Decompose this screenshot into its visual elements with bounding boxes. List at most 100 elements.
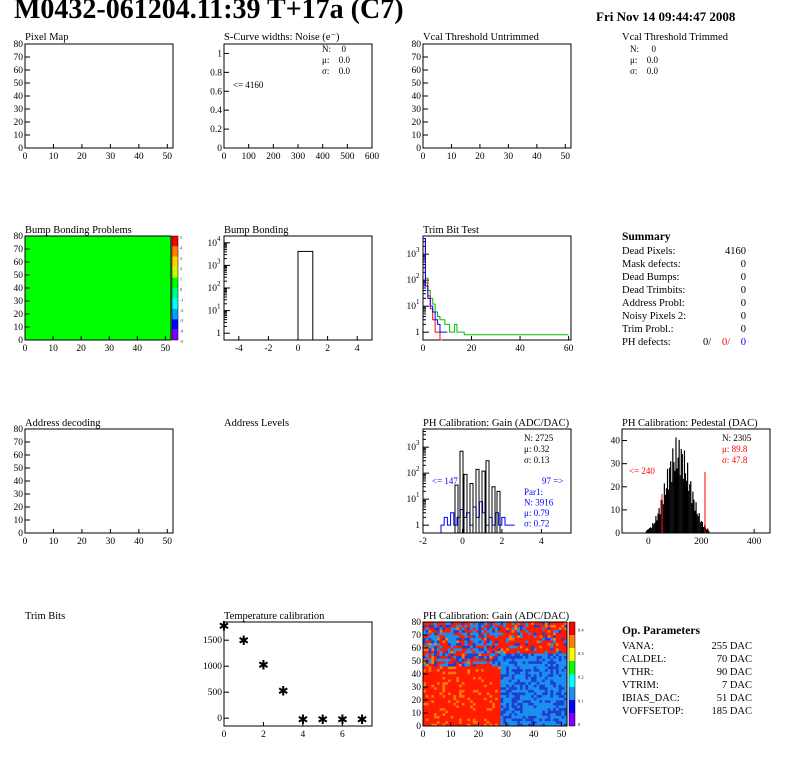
heatmap-cell: [467, 650, 471, 654]
heatmap-cell: [492, 629, 496, 633]
heatmap-cell: [481, 648, 485, 651]
heatmap-cell: [503, 679, 507, 683]
heatmap-cell: [533, 666, 537, 670]
heatmap-cell: [533, 653, 537, 657]
heatmap-cell: [428, 663, 432, 667]
heatmap-cell: [542, 635, 546, 638]
heatmap-cell: [553, 629, 557, 633]
heatmap-cell: [478, 624, 482, 628]
heatmap-cell: [508, 676, 512, 680]
heatmap-cell: [522, 676, 526, 680]
histogram-bar: [696, 513, 698, 533]
heatmap-cell: [481, 645, 485, 649]
heatmap-cell: [517, 650, 521, 654]
heatmap-cell: [428, 622, 432, 625]
heatmap-cell: [528, 679, 532, 683]
heatmap-cell: [564, 679, 568, 683]
heatmap-cell: [519, 624, 523, 628]
y-tick-label: 80: [14, 425, 24, 435]
panel-title: Vcal Threshold Trimmed: [622, 32, 729, 43]
heatmap-cell: [481, 684, 485, 688]
heatmap-cell: [511, 653, 515, 657]
heatmap-cell: [542, 658, 546, 662]
heatmap-cell: [483, 642, 487, 646]
heatmap-cell: [428, 668, 432, 672]
heatmap-cell: [425, 666, 429, 670]
x-tick-label: 20: [475, 152, 485, 162]
heatmap-cell: [533, 700, 537, 703]
heatmap-cell: [511, 676, 515, 680]
heatmap-cell: [439, 629, 443, 633]
heatmap-cell: [553, 679, 557, 683]
heatmap-cell: [442, 700, 446, 703]
heatmap-cell: [459, 713, 463, 716]
heatmap-cell: [506, 715, 510, 719]
heatmap-cell: [447, 648, 451, 651]
histogram-series-line: [440, 501, 515, 533]
heatmap-cell: [453, 637, 457, 641]
heatmap-cell: [497, 645, 501, 649]
heatmap-cell: [528, 622, 532, 625]
heatmap-cell: [439, 666, 443, 670]
heatmap-cell: [431, 666, 435, 670]
heatmap-cell: [536, 653, 540, 657]
x-tick-label: 4: [301, 730, 306, 740]
heatmap-cell: [472, 671, 476, 675]
heatmap-cell: [522, 713, 526, 716]
heatmap-cell: [461, 666, 465, 670]
summary-label: Dead Bumps:: [622, 272, 680, 283]
heatmap-cell: [475, 720, 479, 724]
y-tick-label: 10: [407, 250, 417, 260]
heatmap-cell: [564, 635, 568, 638]
x-tick-label: 10: [49, 152, 59, 162]
x-tick-label: 100: [242, 152, 257, 162]
heatmap-cell: [431, 697, 435, 701]
heatmap-cell: [492, 681, 496, 685]
histogram-bar: [694, 510, 696, 533]
heatmap-cell: [542, 681, 546, 685]
heatmap-cell: [495, 632, 499, 636]
heatmap-cell: [558, 624, 562, 628]
heatmap-cell: [564, 720, 568, 724]
heatmap-cell: [531, 679, 535, 683]
op-parameter-label: VTHR:: [622, 667, 654, 678]
heatmap-cell: [542, 687, 546, 690]
heatmap-cell: [481, 692, 485, 696]
heatmap-cell: [470, 702, 474, 706]
heatmap-cell: [461, 713, 465, 716]
heatmap-cell: [472, 681, 476, 685]
heatmap-cell: [475, 666, 479, 670]
histogram-bar: [687, 462, 689, 533]
x-tick-label: 4: [355, 344, 360, 354]
heatmap-cell: [544, 642, 548, 646]
heatmap-cell: [511, 666, 515, 670]
heatmap-cell: [453, 632, 457, 636]
heatmap-cell: [492, 697, 496, 701]
heatmap-cell: [450, 707, 454, 711]
heatmap-cell: [497, 715, 501, 719]
heatmap-cell: [436, 723, 440, 727]
heatmap-cell: [558, 687, 562, 690]
heatmap-cell: [450, 653, 454, 657]
heatmap-cell: [550, 637, 554, 641]
scurve-panel: S-Curve widths: Noise (e⁻)0 100 200 300 400 5…: [210, 32, 379, 162]
heatmap-cell: [531, 713, 535, 716]
heatmap-cell: [478, 635, 482, 638]
heatmap-cell: [464, 702, 468, 706]
heatmap-cell: [486, 648, 490, 651]
heatmap-cell: [531, 723, 535, 727]
x-tick-label: 60: [564, 344, 574, 354]
heatmap-cell: [561, 694, 565, 698]
heatmap-cell: [564, 710, 568, 714]
heatmap-cell: [436, 676, 440, 680]
heatmap-cell: [486, 674, 490, 677]
op-parameters-title: Op. Parameters: [622, 625, 700, 637]
heatmap-cell: [517, 668, 521, 672]
heatmap-cell: [539, 622, 543, 625]
heatmap-cell: [492, 624, 496, 628]
heatmap-cell: [442, 658, 446, 662]
heatmap-cell: [506, 705, 510, 709]
summary-label: Noisy Pixels 2:: [622, 311, 686, 322]
heatmap-cell: [442, 640, 446, 644]
heatmap-cell: [459, 663, 463, 667]
